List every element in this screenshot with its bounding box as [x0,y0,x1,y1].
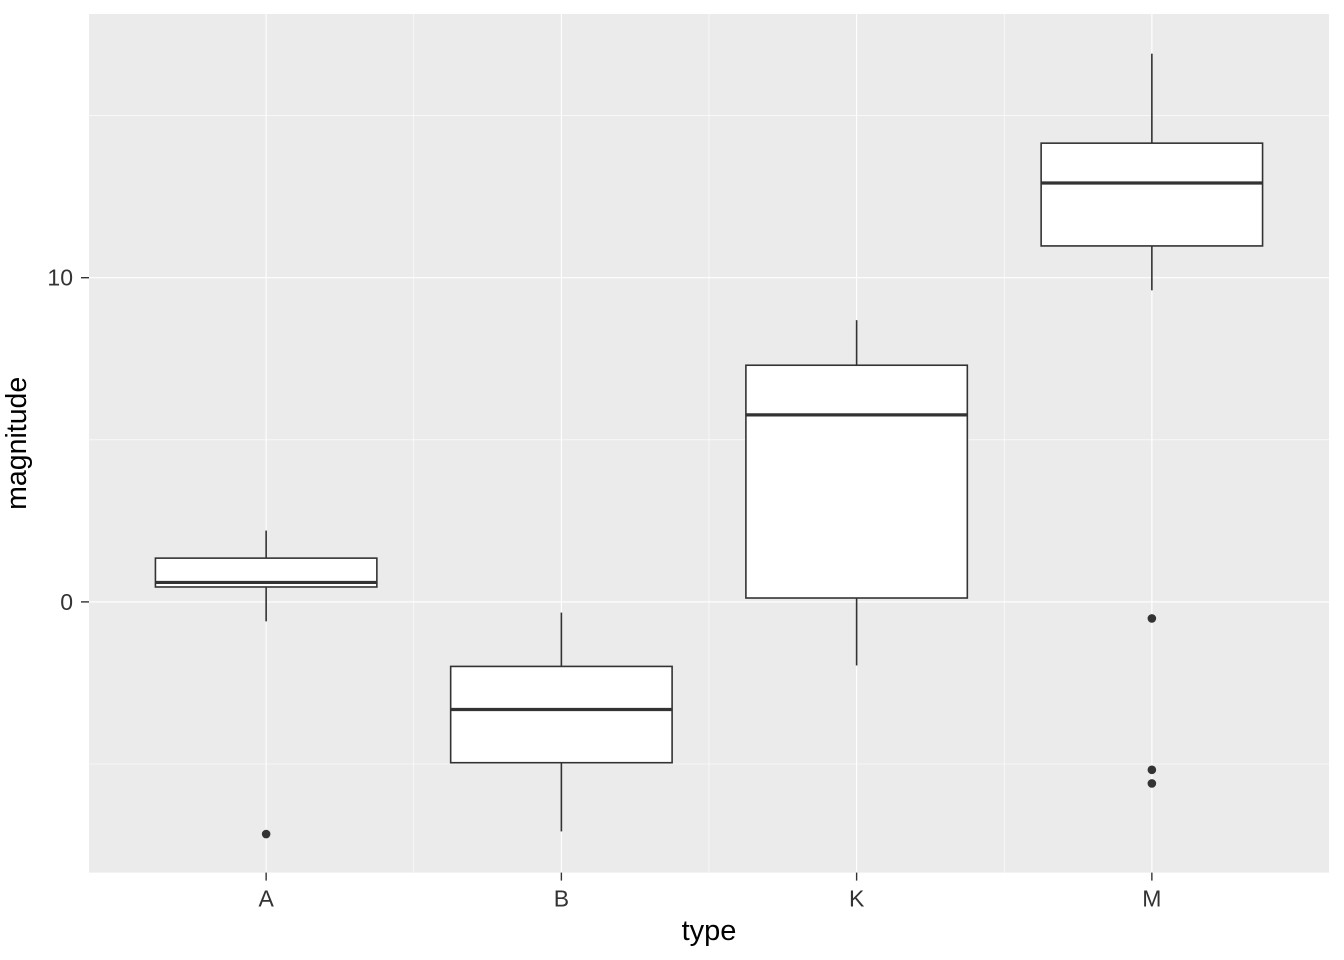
svg-text:K: K [849,886,865,912]
svg-text:magnitude: magnitude [1,377,33,510]
svg-text:B: B [554,886,569,912]
svg-text:0: 0 [60,589,73,615]
svg-text:10: 10 [47,265,73,291]
svg-text:M: M [1142,886,1161,912]
svg-text:A: A [258,886,274,912]
svg-text:type: type [682,915,737,947]
